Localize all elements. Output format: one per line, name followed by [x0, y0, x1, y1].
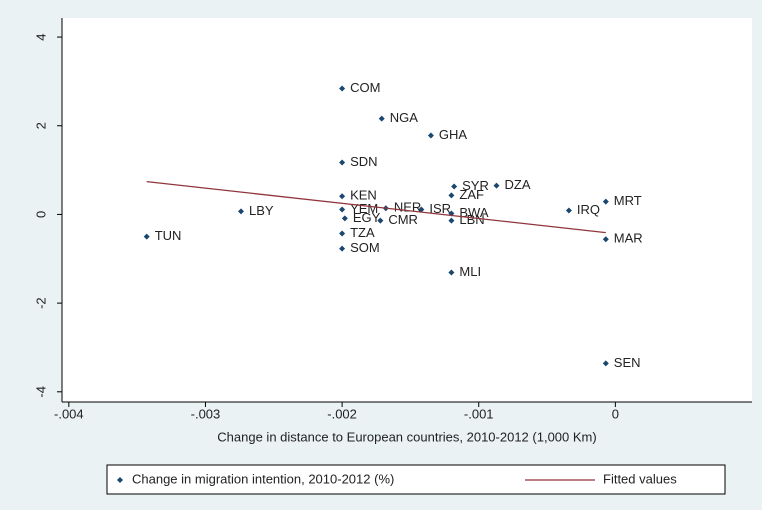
scatter-point [377, 217, 384, 224]
y-tick-label: 0 [33, 211, 48, 218]
scatter-point [418, 206, 425, 213]
y-tick-label: -2 [33, 297, 48, 309]
scatter-point [378, 115, 385, 122]
x-axis-title: Change in distance to European countries… [217, 429, 596, 444]
scatter-point [451, 183, 458, 190]
scatter-point [602, 198, 609, 205]
scatter-point [339, 230, 346, 237]
point-label: SYR [462, 178, 489, 193]
point-label: TZA [350, 225, 375, 240]
point-label: IRQ [577, 202, 600, 217]
y-tick-label: 4 [33, 33, 48, 40]
point-label: DZA [504, 177, 530, 192]
point-label: ZAF [459, 187, 484, 202]
point-label: BWA [459, 205, 488, 220]
y-tick-label: 2 [33, 122, 48, 129]
x-tick-label: -.002 [327, 406, 357, 421]
point-label: CMR [388, 212, 418, 227]
point-label: NGA [390, 110, 419, 125]
legend [106, 464, 726, 495]
scatter-point [339, 193, 346, 200]
scatter-point [339, 245, 346, 252]
scatter-point [602, 236, 609, 243]
legend-label: Fitted values [603, 471, 677, 486]
point-label: LBY [249, 203, 274, 218]
x-tick-label: -.001 [464, 406, 494, 421]
scatter-point [341, 215, 348, 222]
legend-marker [117, 477, 123, 483]
scatter-point [339, 206, 346, 213]
point-label: GHA [439, 127, 468, 142]
point-label: SDN [350, 154, 377, 169]
point-label: ISR [429, 201, 451, 216]
point-label: MRT [614, 193, 642, 208]
x-tick-label: 0 [612, 406, 619, 421]
fitted-line [146, 180, 606, 234]
scatter-point [565, 207, 572, 214]
point-label: MLI [459, 264, 481, 279]
scatter-point [143, 233, 150, 240]
x-tick-label: -.003 [191, 406, 221, 421]
scatter-point [493, 182, 500, 189]
scatter-point [339, 85, 346, 92]
scatter-point [427, 132, 434, 139]
point-label: SEN [614, 355, 641, 370]
point-label: EGY [353, 210, 381, 225]
point-label: MAR [614, 231, 643, 246]
scatter-point [448, 269, 455, 276]
legend-label: Change in migration intention, 2010-2012… [132, 471, 394, 486]
scatter-point [448, 217, 455, 224]
x-tick-label: -.004 [54, 406, 84, 421]
point-label: SOM [350, 240, 380, 255]
scatter-point [602, 360, 609, 367]
point-label: COM [350, 80, 380, 95]
scatter-point [339, 159, 346, 166]
scatter-point [448, 192, 455, 199]
point-label: LBN [459, 212, 484, 227]
point-label: TUN [155, 228, 182, 243]
scatter-point [237, 208, 244, 215]
y-tick-label: -4 [33, 386, 48, 398]
point-label: KEN [350, 188, 377, 203]
